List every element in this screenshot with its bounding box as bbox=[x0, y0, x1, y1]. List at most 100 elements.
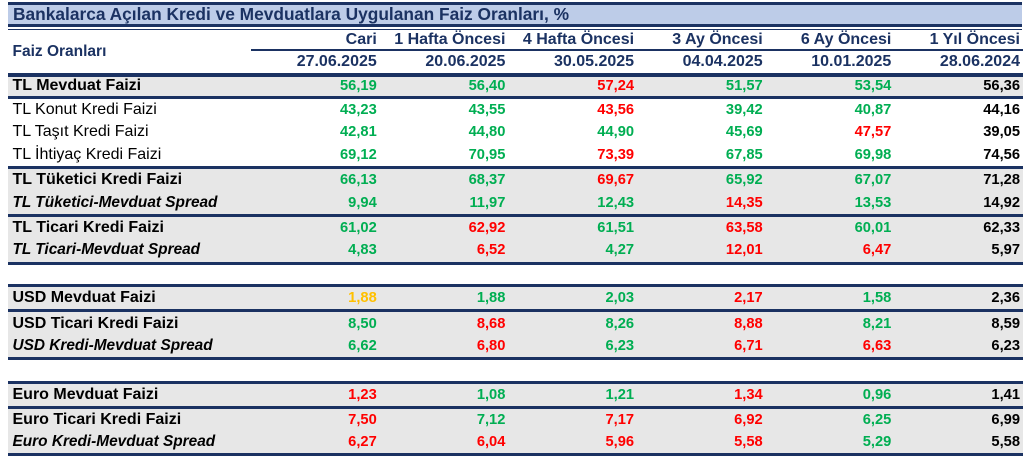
value-cell: 70,95 bbox=[468, 146, 506, 163]
value-cell: 44,90 bbox=[597, 124, 635, 141]
value-cell: 67,07 bbox=[765, 169, 894, 192]
section-divider bbox=[8, 309, 1023, 313]
value-cell: 1,41 bbox=[893, 383, 1023, 407]
value-cell: 1,88 bbox=[250, 287, 380, 310]
value-cell: 73,39 bbox=[597, 146, 635, 163]
row-label: TL Tüketici-Mevduat Spread bbox=[8, 191, 251, 214]
section-divider bbox=[8, 284, 1023, 288]
column-date: 04.04.2025 bbox=[682, 53, 763, 71]
section-divider bbox=[8, 406, 1023, 410]
table-row: Euro Kredi-Mevduat Spread 6,27 6,04 5,96 5,5… bbox=[8, 430, 1023, 453]
value-cell: 5,96 bbox=[507, 430, 637, 453]
column-header: 4 Hafta Öncesi bbox=[507, 30, 637, 52]
value-cell: 8,59 bbox=[893, 312, 1023, 335]
section-spacer bbox=[8, 360, 1023, 381]
value-cell: 6,47 bbox=[765, 239, 894, 262]
value-cell: 56,36 bbox=[893, 76, 1023, 96]
value-cell: 6,63 bbox=[765, 334, 894, 358]
value-cell: 44,80 bbox=[468, 124, 506, 141]
value-cell: 5,97 bbox=[893, 239, 1023, 262]
table-row: USD Mevduat Faizi 1,88 1,88 2,03 2,17 1,58 2,3… bbox=[8, 287, 1023, 310]
row-label: USD Mevduat Faizi bbox=[8, 287, 251, 310]
section-divider bbox=[8, 380, 1023, 384]
value-cell: 2,36 bbox=[893, 287, 1023, 310]
value-cell: 71,28 bbox=[893, 169, 1023, 192]
value-cell: 60,01 bbox=[765, 216, 894, 240]
value-cell: 61,02 bbox=[250, 216, 380, 240]
value-cell: 8,26 bbox=[507, 312, 637, 335]
column-date: 10.01.2025 bbox=[811, 53, 892, 71]
value-cell: 7,50 bbox=[250, 409, 380, 431]
value-cell: 9,94 bbox=[250, 191, 380, 214]
value-cell: 68,37 bbox=[379, 169, 508, 192]
value-cell: 6,23 bbox=[507, 334, 637, 358]
value-cell: 74,56 bbox=[983, 146, 1020, 163]
table-row: TL Mevduat Faizi 56,19 56,40 57,24 51,57 53,5… bbox=[8, 76, 1023, 96]
value-cell: 0,96 bbox=[765, 383, 894, 407]
value-cell: 14,35 bbox=[636, 191, 766, 214]
value-cell: 53,54 bbox=[765, 76, 894, 96]
table-row: TL Konut Kredi Faizi 43,23 43,55 43,56 39,42… bbox=[8, 99, 1023, 121]
row-label: Euro Mevduat Faizi bbox=[8, 383, 251, 407]
row-label: TL Konut Kredi Faizi bbox=[12, 101, 157, 119]
value-cell: 5,58 bbox=[636, 430, 766, 453]
column-date: 27.06.2025 bbox=[296, 53, 377, 71]
table-row: USD Ticari Kredi Faizi 8,50 8,68 8,26 8,88 8,… bbox=[8, 312, 1023, 335]
header-divider bbox=[8, 73, 1023, 77]
column-date: 20.06.2025 bbox=[425, 53, 506, 71]
column-header: Cari bbox=[250, 30, 380, 52]
value-cell: 1,23 bbox=[250, 383, 380, 407]
value-cell: 4,83 bbox=[250, 239, 380, 262]
value-cell: 1,34 bbox=[636, 383, 766, 407]
row-label: TL Ticari Kredi Faizi bbox=[8, 216, 251, 240]
value-cell: 1,88 bbox=[379, 287, 508, 310]
rates-table: Faiz Oranları Cari 1 Hafta Öncesi 4 Hafta Ö… bbox=[8, 30, 1023, 456]
value-cell: 42,81 bbox=[340, 124, 377, 141]
value-cell: 6,92 bbox=[636, 409, 766, 431]
value-cell: 62,33 bbox=[893, 216, 1023, 240]
table-title: Bankalarca Açılan Kredi ve Mevduatlara U… bbox=[8, 1, 1022, 28]
value-cell: 7,17 bbox=[507, 409, 637, 431]
value-cell: 6,04 bbox=[379, 430, 508, 453]
section-divider bbox=[8, 213, 1023, 217]
value-cell: 6,25 bbox=[765, 409, 894, 431]
value-cell: 11,97 bbox=[379, 191, 508, 214]
value-cell: 43,23 bbox=[340, 102, 377, 119]
value-cell: 1,21 bbox=[507, 383, 637, 407]
table-row: TL Ticari-Mevduat Spread 4,83 6,52 4,27 12,0… bbox=[8, 239, 1023, 262]
column-header: 6 Ay Öncesi bbox=[765, 30, 894, 52]
value-cell: 65,92 bbox=[636, 169, 766, 192]
row-label: TL İhtiyaç Kredi Faizi bbox=[12, 145, 162, 163]
value-cell: 56,19 bbox=[250, 76, 380, 96]
row-label: TL Mevduat Faizi bbox=[8, 76, 251, 96]
value-cell: 6,23 bbox=[893, 334, 1023, 358]
table-row: TL Ticari Kredi Faizi 61,02 62,92 61,51 63,5… bbox=[8, 216, 1023, 240]
row-label: TL Tüketici Kredi Faizi bbox=[8, 169, 251, 192]
value-cell: 44,16 bbox=[983, 102, 1020, 119]
value-cell: 56,40 bbox=[379, 76, 508, 96]
section-divider bbox=[8, 166, 1023, 170]
value-cell: 39,42 bbox=[725, 102, 763, 119]
value-cell: 39,05 bbox=[983, 124, 1020, 141]
value-cell: 6,71 bbox=[636, 334, 766, 358]
row-label: TL Ticari-Mevduat Spread bbox=[8, 239, 251, 262]
value-cell: 61,51 bbox=[507, 216, 637, 240]
value-cell: 66,13 bbox=[250, 169, 380, 192]
value-cell: 62,92 bbox=[379, 216, 508, 240]
value-cell: 6,80 bbox=[379, 334, 508, 358]
section-divider bbox=[8, 95, 1023, 99]
table-row: TL Tüketici Kredi Faizi 66,13 68,37 69,67 65… bbox=[8, 169, 1023, 192]
table-row: TL Taşıt Kredi Faizi 42,81 44,80 44,90 45,69… bbox=[8, 121, 1023, 143]
value-cell: 43,56 bbox=[597, 102, 635, 119]
row-label: Euro Kredi-Mevduat Spread bbox=[8, 430, 251, 453]
table-row: TL Tüketici-Mevduat Spread 9,94 11,97 12,43… bbox=[8, 191, 1023, 214]
title-underline bbox=[8, 28, 1022, 31]
value-cell: 5,29 bbox=[765, 430, 894, 453]
row-label: USD Ticari Kredi Faizi bbox=[8, 312, 251, 335]
value-cell: 12,43 bbox=[507, 191, 637, 214]
value-cell: 2,03 bbox=[507, 287, 637, 310]
value-cell: 45,69 bbox=[725, 124, 763, 141]
value-cell: 6,62 bbox=[250, 334, 380, 358]
value-cell: 13,53 bbox=[765, 191, 894, 214]
value-cell: 1,08 bbox=[379, 383, 508, 407]
